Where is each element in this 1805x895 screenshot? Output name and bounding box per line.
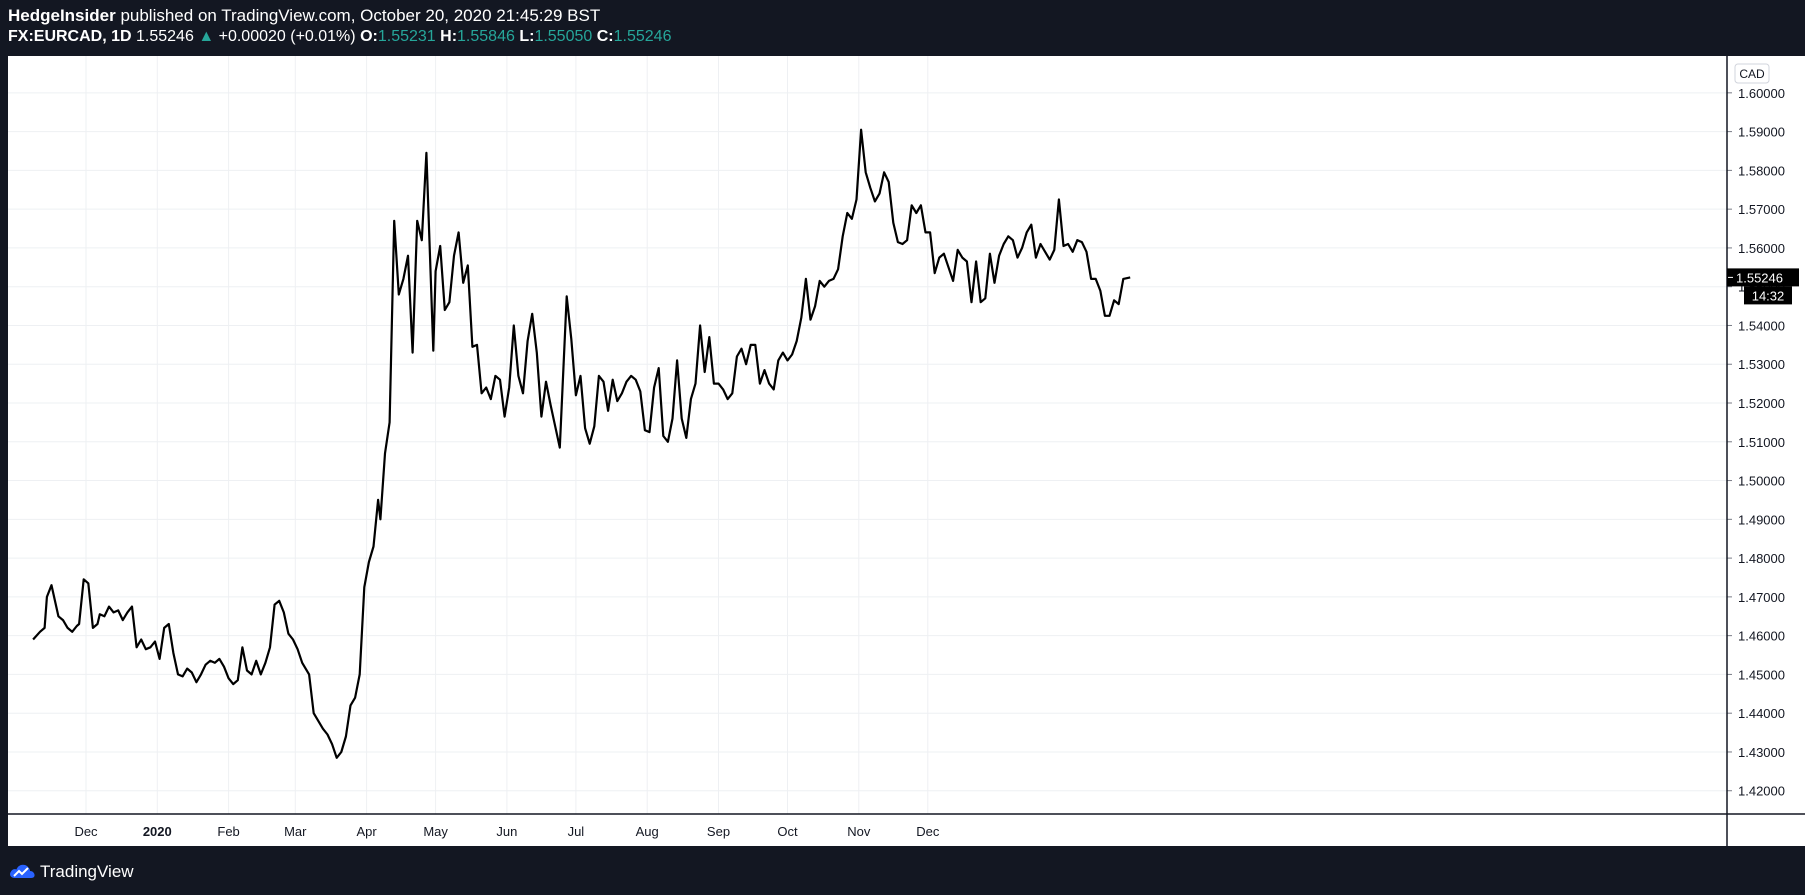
tradingview-cloud-icon[interactable] (8, 862, 36, 880)
chart-header: HedgeInsider published on TradingView.co… (0, 0, 1805, 56)
high-value: 1.55846 (457, 28, 515, 45)
close-label: C: (596, 28, 614, 45)
currency-badge-label: CAD (1739, 67, 1765, 81)
published-text: published on TradingView.com, October 20… (120, 6, 601, 25)
open-value: 1.55231 (377, 28, 436, 45)
price-chart[interactable]: 1.42000 1.43000 1.44000 1.45000 1.46000 1.470… (8, 56, 1805, 846)
y-tick-label-10: 1.52000 (1738, 396, 1785, 411)
high-label: H: (440, 28, 458, 45)
symbol-label[interactable]: FX:EURCAD, 1D (8, 28, 132, 45)
x-tick-label-8: Aug (636, 824, 659, 839)
y-tick-label-16: 1.58000 (1738, 163, 1785, 178)
last-price: 1.55246 (136, 28, 194, 45)
x-tick-label-4: Apr (356, 824, 377, 839)
y-tick-label-14: 1.56000 (1738, 241, 1785, 256)
y-tick-label-18: 1.60000 (1738, 86, 1785, 101)
y-tick-label-7: 1.49000 (1738, 512, 1785, 527)
countdown-label: 14:32 (1752, 288, 1785, 303)
current-price-tag (1727, 268, 1799, 287)
up-arrow-icon: ▲ (198, 28, 215, 45)
x-tick-label-12: Dec (916, 824, 940, 839)
x-tick-label-6: Jun (496, 824, 517, 839)
x-tick-label-7: Jul (568, 824, 585, 839)
footer: TradingView (0, 846, 1805, 895)
x-tick-label-1: 2020 (143, 824, 172, 839)
x-tick-label-0: Dec (74, 824, 98, 839)
tradingview-brand[interactable]: TradingView (40, 862, 134, 881)
y-tick-label-2: 1.44000 (1738, 706, 1785, 721)
low-value: 1.55050 (534, 28, 593, 45)
close-value: 1.55246 (613, 28, 672, 45)
y-tick-label-5: 1.47000 (1738, 590, 1785, 605)
y-tick-label-12: 1.54000 (1738, 318, 1785, 333)
x-tick-label-10: Oct (777, 824, 798, 839)
price-change: +0.00020 (+0.01%) (218, 28, 356, 45)
ohlc-legend: FX:EURCAD, 1D 1.55246 ▲ +0.00020 (+0.01%… (8, 28, 671, 46)
y-tick-label-11: 1.53000 (1738, 357, 1785, 372)
x-tick-label-11: Nov (847, 824, 871, 839)
x-tick-label-2: Feb (217, 824, 239, 839)
open-label: O: (360, 28, 378, 45)
publish-info: HedgeInsider published on TradingView.co… (8, 6, 600, 26)
y-tick-label-17: 1.59000 (1738, 125, 1785, 140)
y-tick-label-9: 1.51000 (1738, 435, 1785, 450)
y-tick-label-0: 1.42000 (1738, 784, 1785, 799)
x-tick-label-5: May (423, 824, 448, 839)
price-line (32, 128, 1131, 759)
x-tick-label-9: Sep (707, 824, 730, 839)
y-tick-label-4: 1.46000 (1738, 629, 1785, 644)
current-price-label: 1.55246 (1736, 270, 1783, 285)
author-name[interactable]: HedgeInsider (8, 6, 116, 25)
x-tick-label-3: Mar (284, 824, 307, 839)
low-label: L: (519, 28, 535, 45)
y-tick-label-8: 1.50000 (1738, 474, 1785, 489)
y-tick-label-1: 1.43000 (1738, 745, 1785, 760)
y-tick-label-15: 1.57000 (1738, 202, 1785, 217)
y-tick-label-3: 1.45000 (1738, 667, 1785, 682)
currency-badge (1734, 63, 1770, 84)
chart-area[interactable]: 1.42000 1.43000 1.44000 1.45000 1.46000 1.470… (8, 56, 1805, 846)
y-tick-label-6: 1.48000 (1738, 551, 1785, 566)
countdown-tag (1744, 286, 1792, 305)
